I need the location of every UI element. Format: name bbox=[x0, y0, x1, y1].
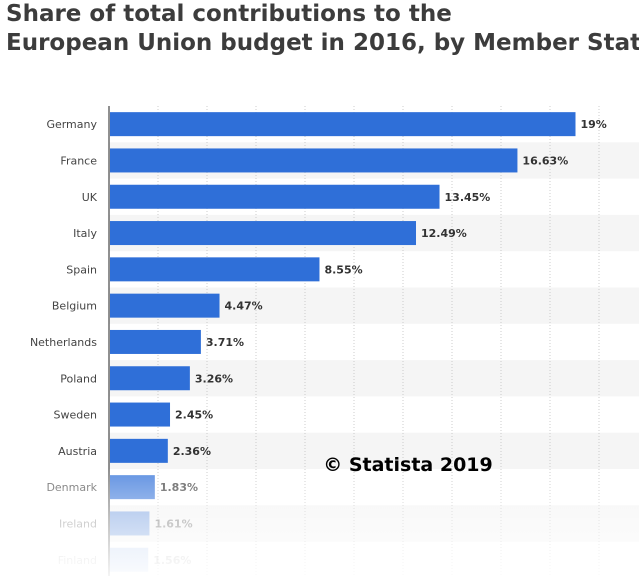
bar-italy bbox=[110, 221, 417, 246]
category-labels: Germany France UK Italy Spain Belgium Netherla… bbox=[30, 118, 98, 567]
value-label: 1.61% bbox=[154, 517, 192, 530]
category-label: France bbox=[60, 154, 97, 167]
category-label: UK bbox=[82, 191, 98, 204]
category-label: Poland bbox=[60, 372, 97, 385]
value-label: 2.36% bbox=[173, 445, 211, 458]
value-label: 3.71% bbox=[206, 336, 244, 349]
category-label: Belgium bbox=[52, 300, 97, 313]
bar-uk bbox=[110, 184, 440, 209]
category-label: Denmark bbox=[46, 481, 97, 494]
row-band bbox=[109, 432, 639, 469]
value-label: 1.83% bbox=[160, 481, 198, 494]
value-label: 2.45% bbox=[175, 409, 213, 422]
bar-sweden bbox=[110, 402, 171, 427]
bar-austria bbox=[110, 438, 168, 463]
category-label: Germany bbox=[46, 118, 97, 131]
value-label: 19% bbox=[581, 118, 607, 131]
bar-germany bbox=[110, 112, 576, 137]
bar-denmark bbox=[110, 475, 155, 500]
value-label: 8.55% bbox=[324, 263, 362, 276]
bar-belgium bbox=[110, 293, 220, 318]
value-label: 16.63% bbox=[522, 154, 568, 167]
value-label: 1.56% bbox=[153, 554, 191, 567]
category-label: Sweden bbox=[54, 409, 97, 422]
value-label: 4.47% bbox=[225, 300, 263, 313]
category-label: Spain bbox=[66, 263, 97, 276]
chart-title: Share of total contributions to the Euro… bbox=[6, 0, 639, 58]
watermark: © Statista 2019 bbox=[323, 454, 493, 476]
bar-poland bbox=[110, 366, 190, 391]
category-label: Netherlands bbox=[30, 336, 97, 349]
bar-finland bbox=[110, 547, 149, 572]
value-label: 13.45% bbox=[445, 191, 491, 204]
category-label: Italy bbox=[73, 227, 97, 240]
bars bbox=[110, 112, 576, 572]
chart-title-line-2: European Union budget in 2016, by Member… bbox=[6, 30, 639, 56]
bar-spain bbox=[110, 257, 320, 282]
bar-france bbox=[110, 148, 518, 173]
row-band bbox=[109, 360, 639, 397]
value-label: 12.49% bbox=[421, 227, 467, 240]
bar-ireland bbox=[110, 511, 150, 536]
category-label: Ireland bbox=[59, 517, 97, 530]
category-label: Finland bbox=[58, 554, 97, 567]
category-label: Austria bbox=[58, 445, 97, 458]
bar-netherlands bbox=[110, 329, 201, 354]
value-label: 3.26% bbox=[195, 372, 233, 385]
chart-title-line-1: Share of total contributions to the bbox=[6, 1, 452, 27]
